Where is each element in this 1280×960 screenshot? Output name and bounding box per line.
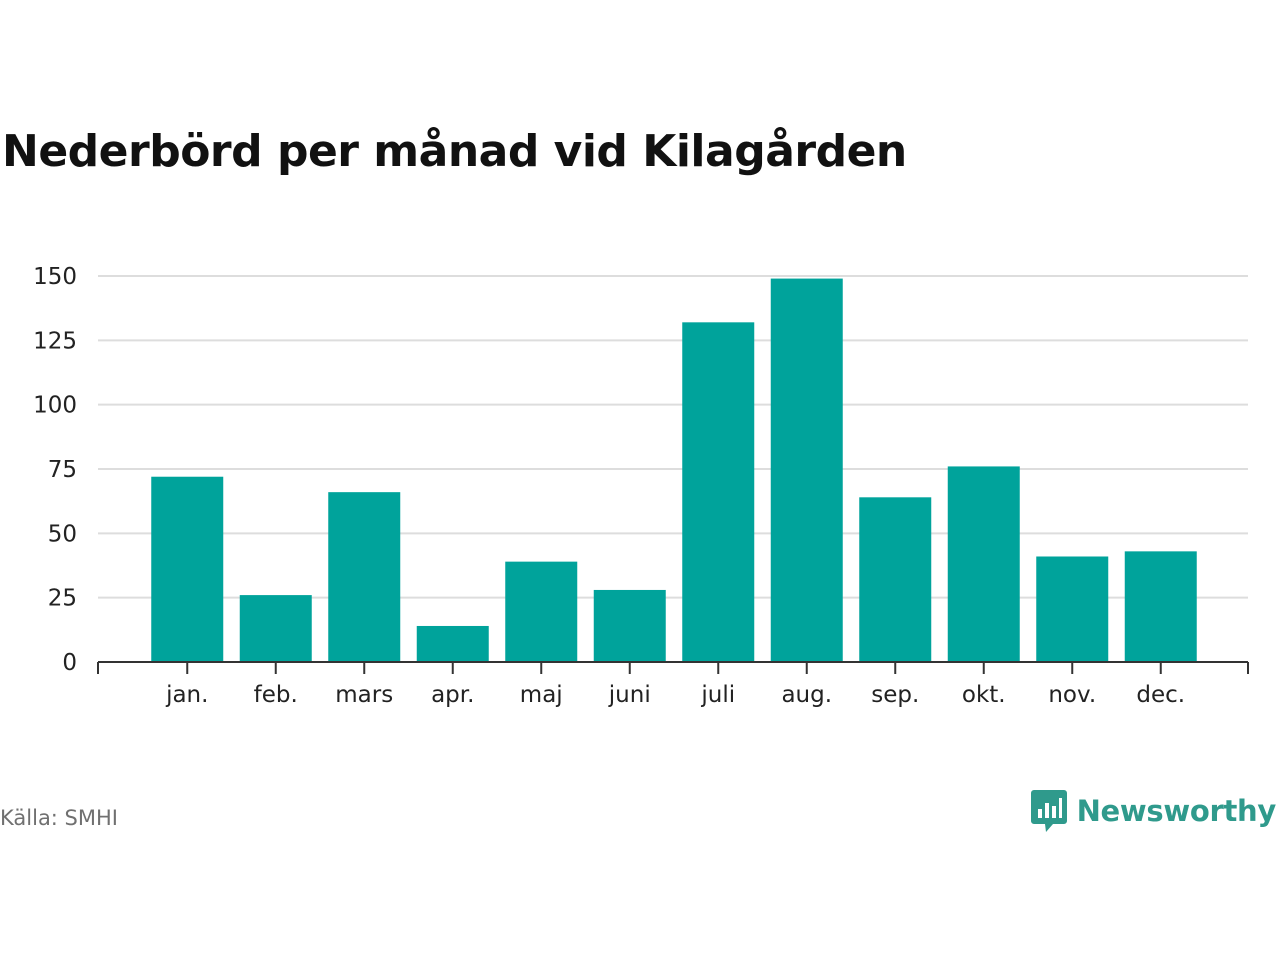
y-tick-label: 0 <box>62 650 77 676</box>
x-tick-label: juli <box>700 682 735 708</box>
y-tick-label: 50 <box>48 521 77 547</box>
x-tick-label: juni <box>608 682 651 708</box>
x-tick-label: aug. <box>781 682 832 708</box>
bar-9 <box>947 466 1020 662</box>
brand-name: Newsworthy <box>1076 794 1277 828</box>
bar-5 <box>593 589 666 662</box>
x-tick-label: okt. <box>962 682 1006 708</box>
bar-0 <box>151 476 224 662</box>
x-tick-label: maj <box>520 682 563 708</box>
bar-4 <box>505 561 578 662</box>
bar-6 <box>682 322 755 662</box>
x-tick-label: dec. <box>1136 682 1185 708</box>
bar-11 <box>1124 551 1197 662</box>
x-tick-label: mars <box>335 682 393 708</box>
bars <box>151 278 1197 662</box>
source-note: Källa: SMHI <box>0 806 118 830</box>
y-tick-label: 25 <box>48 586 77 612</box>
x-tick-label: jan. <box>165 682 208 708</box>
y-tick-label: 150 <box>33 264 77 290</box>
bar-3 <box>416 625 489 662</box>
bar-8 <box>859 497 932 662</box>
bar-2 <box>328 492 401 662</box>
x-tick-label: sep. <box>871 682 919 708</box>
bar-7 <box>770 278 843 662</box>
y-tick-label: 100 <box>33 393 77 419</box>
y-tick-label: 75 <box>48 457 77 483</box>
bar-10 <box>1036 556 1109 662</box>
speech-bubble-chart-icon <box>1030 790 1067 832</box>
grid-lines <box>98 275 1248 599</box>
x-tick-label: apr. <box>431 682 474 708</box>
y-tick-label: 125 <box>33 328 77 354</box>
axes: 0 25 50 75 100 125 150 jan. feb. mars apr. maj juni j… <box>33 264 1249 708</box>
x-tick-label: nov. <box>1048 682 1096 708</box>
x-tick-label: feb. <box>254 682 298 708</box>
bar-1 <box>239 595 312 662</box>
brand-logo: Newsworthy <box>1030 790 1277 832</box>
chart-title: Nederbörd per månad vid Kilagården <box>2 126 907 177</box>
